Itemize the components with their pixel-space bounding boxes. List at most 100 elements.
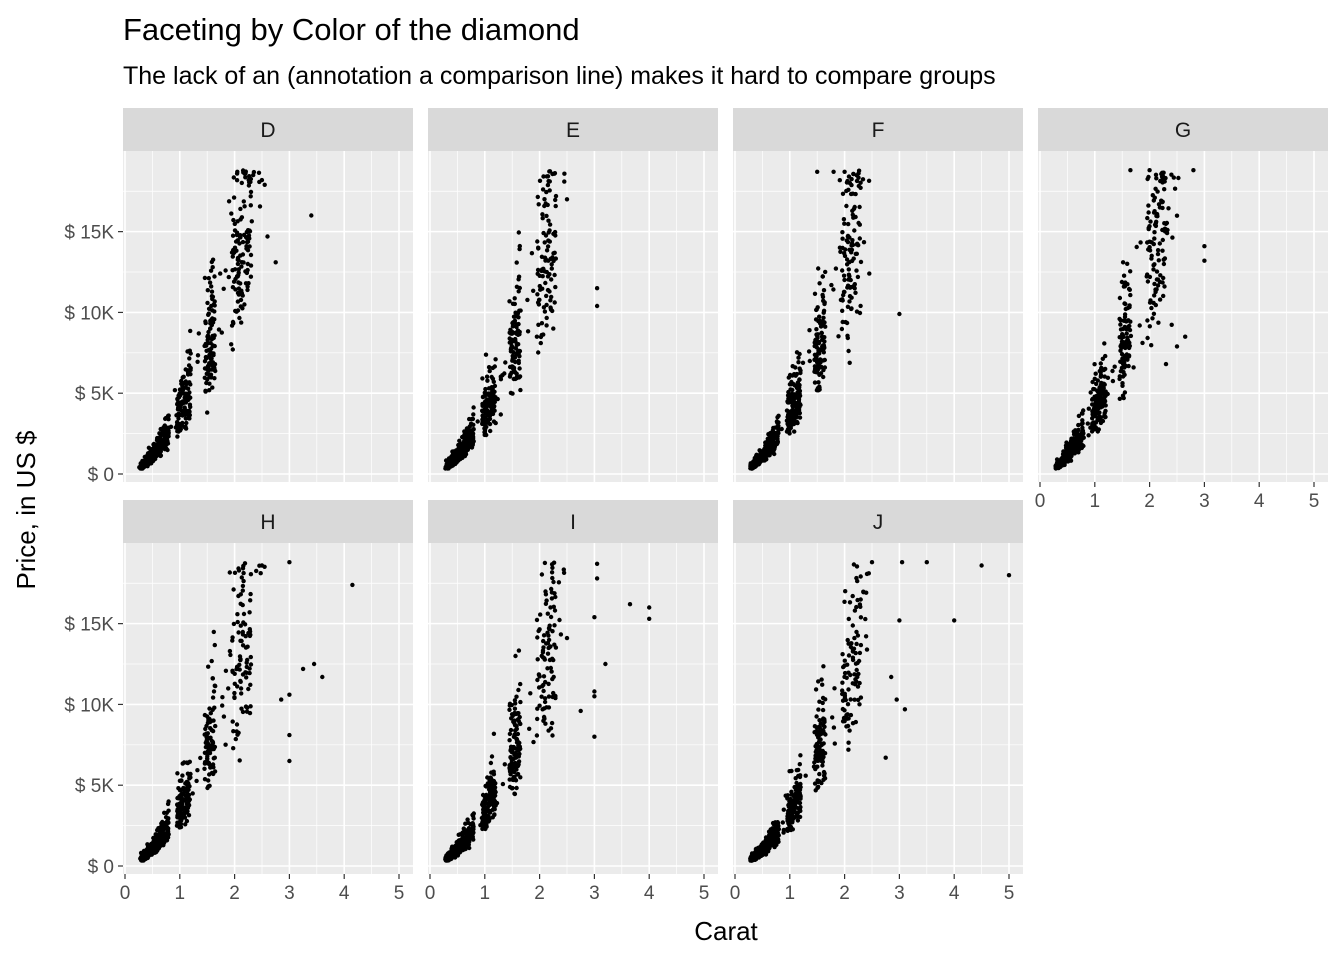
data-point [273, 260, 278, 265]
data-point [1085, 421, 1091, 426]
data-point [552, 300, 557, 305]
data-point [243, 269, 248, 274]
data-point [486, 365, 492, 370]
data-point [470, 821, 475, 826]
data-point [1148, 219, 1153, 224]
data-point [820, 707, 826, 713]
data-point [1146, 247, 1152, 252]
data-point [177, 424, 182, 429]
data-point [240, 643, 246, 648]
data-point [468, 428, 473, 434]
data-point [979, 563, 984, 568]
data-point [187, 412, 192, 418]
data-point [158, 453, 163, 459]
data-point [817, 281, 822, 286]
data-point [508, 330, 513, 335]
facet-strip-label: G [1175, 119, 1191, 142]
data-point [206, 335, 211, 340]
data-point [514, 694, 519, 699]
data-point [177, 802, 182, 807]
data-point [248, 194, 253, 199]
data-point [842, 277, 847, 283]
data-point [198, 755, 203, 761]
data-point [816, 756, 821, 761]
data-point [627, 602, 633, 607]
data-point [1145, 318, 1150, 323]
data-point [202, 777, 208, 782]
data-point [1156, 258, 1162, 263]
data-point [858, 303, 863, 309]
data-point [491, 731, 497, 736]
facet-strip-label: E [566, 119, 580, 142]
data-point [856, 243, 861, 248]
data-point [1169, 322, 1174, 327]
data-point [503, 360, 508, 365]
data-point [1146, 174, 1151, 180]
x-tick-label: 4 [339, 883, 350, 904]
data-point [552, 229, 558, 235]
data-point [1105, 375, 1111, 380]
data-point [775, 439, 780, 444]
data-point [238, 623, 243, 628]
data-point [535, 706, 540, 711]
data-point [561, 567, 566, 572]
data-point [823, 269, 828, 275]
data-point [460, 434, 465, 440]
data-point [550, 575, 555, 581]
data-point [470, 832, 475, 837]
data-point [814, 714, 819, 719]
data-point [924, 560, 929, 565]
data-point [239, 638, 244, 644]
data-point [483, 812, 488, 817]
data-point [235, 732, 240, 737]
data-point [490, 365, 495, 371]
data-point [764, 840, 769, 845]
data-point [846, 716, 851, 721]
data-point [549, 720, 555, 726]
data-point [515, 731, 521, 737]
data-point [761, 452, 766, 457]
data-point [1155, 251, 1161, 257]
data-point [840, 308, 845, 313]
data-point [144, 847, 150, 852]
data-point [1145, 335, 1150, 341]
data-point [757, 850, 763, 856]
data-point [234, 722, 240, 727]
data-point [539, 268, 544, 274]
data-point [545, 244, 551, 249]
data-point [230, 268, 235, 273]
data-point [549, 294, 554, 300]
data-point [850, 212, 855, 217]
data-point [1152, 230, 1157, 235]
data-point [248, 654, 253, 660]
data-point [854, 309, 860, 314]
data-point [206, 311, 211, 316]
data-point [454, 450, 459, 455]
data-point [230, 319, 236, 325]
data-point [812, 366, 818, 372]
data-point [552, 642, 557, 647]
data-point [816, 707, 821, 712]
data-point [813, 687, 819, 692]
data-point [1161, 293, 1166, 299]
data-point [822, 776, 828, 781]
data-point [262, 182, 267, 187]
data-point [850, 623, 855, 628]
data-point [480, 826, 485, 832]
data-point [840, 230, 845, 235]
data-point [240, 306, 245, 311]
data-point [545, 611, 550, 616]
data-point [1123, 306, 1129, 312]
data-point [236, 272, 241, 278]
data-point [812, 760, 817, 765]
data-point [172, 388, 178, 393]
data-point [203, 320, 208, 326]
data-point [842, 670, 848, 676]
data-point [546, 694, 552, 699]
data-point [1152, 293, 1157, 298]
data-point [471, 412, 476, 417]
facet-strip-label: H [260, 511, 275, 534]
data-point [546, 626, 552, 631]
data-point [221, 714, 227, 719]
data-point [187, 797, 192, 802]
